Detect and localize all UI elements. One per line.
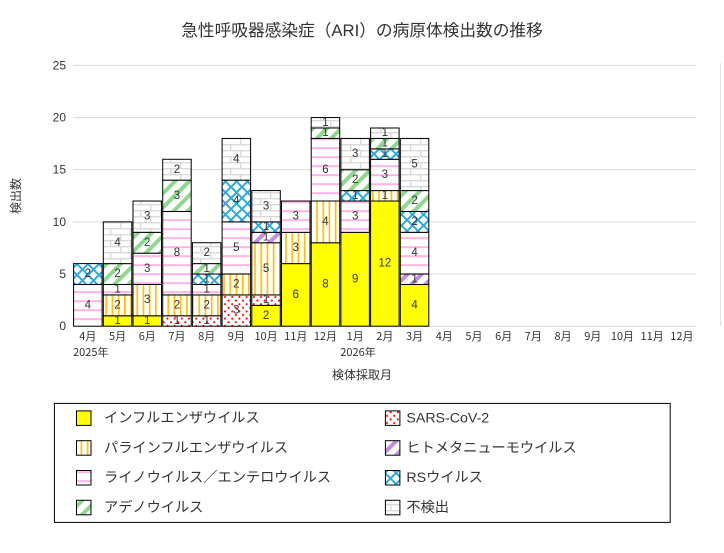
svg-text:1: 1 <box>411 273 417 285</box>
svg-text:10月: 10月 <box>611 328 634 344</box>
svg-text:2: 2 <box>114 299 120 311</box>
svg-text:2: 2 <box>174 164 180 176</box>
svg-text:1: 1 <box>382 190 388 202</box>
svg-text:3: 3 <box>144 263 150 275</box>
svg-text:6: 6 <box>293 289 299 301</box>
svg-text:7月: 7月 <box>525 328 542 344</box>
svg-text:2: 2 <box>114 268 120 280</box>
svg-text:4: 4 <box>85 299 92 311</box>
svg-text:3: 3 <box>352 211 358 223</box>
svg-text:15: 15 <box>53 163 67 177</box>
svg-text:3: 3 <box>144 294 150 306</box>
svg-text:0: 0 <box>59 319 66 333</box>
svg-text:3: 3 <box>263 200 269 212</box>
svg-text:3: 3 <box>293 242 299 254</box>
svg-text:1: 1 <box>352 190 358 202</box>
svg-text:1: 1 <box>203 284 209 296</box>
svg-text:2: 2 <box>263 310 269 322</box>
svg-text:3: 3 <box>144 211 150 223</box>
svg-text:1: 1 <box>114 315 120 327</box>
svg-text:8月: 8月 <box>198 328 215 344</box>
svg-text:10月: 10月 <box>254 328 277 344</box>
svg-text:1: 1 <box>174 315 180 327</box>
svg-text:2: 2 <box>174 299 180 311</box>
svg-text:7月: 7月 <box>168 328 185 344</box>
svg-text:11月: 11月 <box>284 328 307 344</box>
svg-text:6: 6 <box>322 164 328 176</box>
svg-text:ヒトメタニューモウイルス: ヒトメタニューモウイルス <box>406 437 576 457</box>
svg-text:5: 5 <box>59 267 66 281</box>
svg-text:4: 4 <box>233 195 240 207</box>
svg-text:6月: 6月 <box>139 328 156 344</box>
svg-text:3: 3 <box>174 190 180 202</box>
svg-text:8: 8 <box>174 247 180 259</box>
svg-text:4: 4 <box>411 247 418 259</box>
svg-text:1: 1 <box>263 232 269 244</box>
svg-text:4: 4 <box>233 153 240 165</box>
svg-text:9月: 9月 <box>584 328 601 344</box>
svg-text:1月: 1月 <box>347 328 364 344</box>
svg-text:検出数: 検出数 <box>7 178 24 214</box>
svg-text:25: 25 <box>53 58 67 72</box>
svg-text:3: 3 <box>382 169 388 181</box>
svg-text:ライノウイルス／エンテロウイルス: ライノウイルス／エンテロウイルス <box>104 467 331 487</box>
svg-text:3: 3 <box>233 305 239 317</box>
svg-text:12月: 12月 <box>314 328 337 344</box>
svg-text:RSウイルス: RSウイルス <box>406 470 482 486</box>
svg-text:2025年: 2025年 <box>73 344 108 360</box>
svg-text:6月: 6月 <box>495 328 512 344</box>
svg-text:3月: 3月 <box>406 328 423 344</box>
svg-text:2: 2 <box>203 299 209 311</box>
svg-text:パラインフルエンザウイルス: パラインフルエンザウイルス <box>104 437 288 457</box>
svg-text:不検出: 不検出 <box>406 497 449 517</box>
svg-text:1: 1 <box>322 117 328 129</box>
svg-text:2月: 2月 <box>376 328 393 344</box>
svg-text:2026年: 2026年 <box>340 344 375 360</box>
svg-text:12: 12 <box>378 258 391 270</box>
svg-text:2: 2 <box>411 216 417 228</box>
svg-text:3: 3 <box>293 211 299 223</box>
svg-text:20: 20 <box>53 111 67 125</box>
svg-text:4: 4 <box>322 216 329 228</box>
svg-text:5: 5 <box>411 159 417 171</box>
svg-text:SARS-CoV-2: SARS-CoV-2 <box>406 411 489 427</box>
svg-text:インフルエンザウイルス: インフルエンザウイルス <box>104 408 260 428</box>
svg-text:4月: 4月 <box>79 328 96 344</box>
svg-text:2: 2 <box>144 237 150 249</box>
svg-text:1: 1 <box>382 148 388 160</box>
svg-text:4月: 4月 <box>436 328 453 344</box>
svg-text:4: 4 <box>114 237 121 249</box>
svg-text:2: 2 <box>85 268 91 280</box>
svg-text:2: 2 <box>203 247 209 259</box>
svg-text:2: 2 <box>352 174 358 186</box>
svg-text:5月: 5月 <box>109 328 126 344</box>
svg-text:1: 1 <box>114 284 120 296</box>
svg-text:10: 10 <box>53 215 67 229</box>
svg-text:4: 4 <box>411 299 418 311</box>
svg-text:1: 1 <box>263 294 269 306</box>
svg-text:8: 8 <box>322 279 328 291</box>
svg-text:2: 2 <box>233 279 239 291</box>
svg-text:3: 3 <box>352 148 358 160</box>
svg-text:1: 1 <box>203 315 209 327</box>
svg-text:アデノウイルス: アデノウイルス <box>104 497 203 517</box>
svg-text:9月: 9月 <box>228 328 245 344</box>
svg-text:1: 1 <box>263 221 269 233</box>
svg-text:1: 1 <box>144 315 150 327</box>
svg-text:8月: 8月 <box>554 328 571 344</box>
svg-text:11月: 11月 <box>641 328 664 344</box>
svg-text:1: 1 <box>382 127 388 139</box>
svg-text:5: 5 <box>233 242 239 254</box>
svg-text:1: 1 <box>203 273 209 285</box>
svg-text:2: 2 <box>411 195 417 207</box>
svg-text:1: 1 <box>203 263 209 275</box>
svg-text:5: 5 <box>263 263 269 275</box>
svg-text:検体採取月: 検体採取月 <box>332 366 392 383</box>
svg-text:1: 1 <box>382 138 388 150</box>
svg-text:1: 1 <box>322 127 328 139</box>
svg-text:12月: 12月 <box>670 328 693 344</box>
svg-text:5月: 5月 <box>465 328 482 344</box>
svg-text:9: 9 <box>352 273 358 285</box>
